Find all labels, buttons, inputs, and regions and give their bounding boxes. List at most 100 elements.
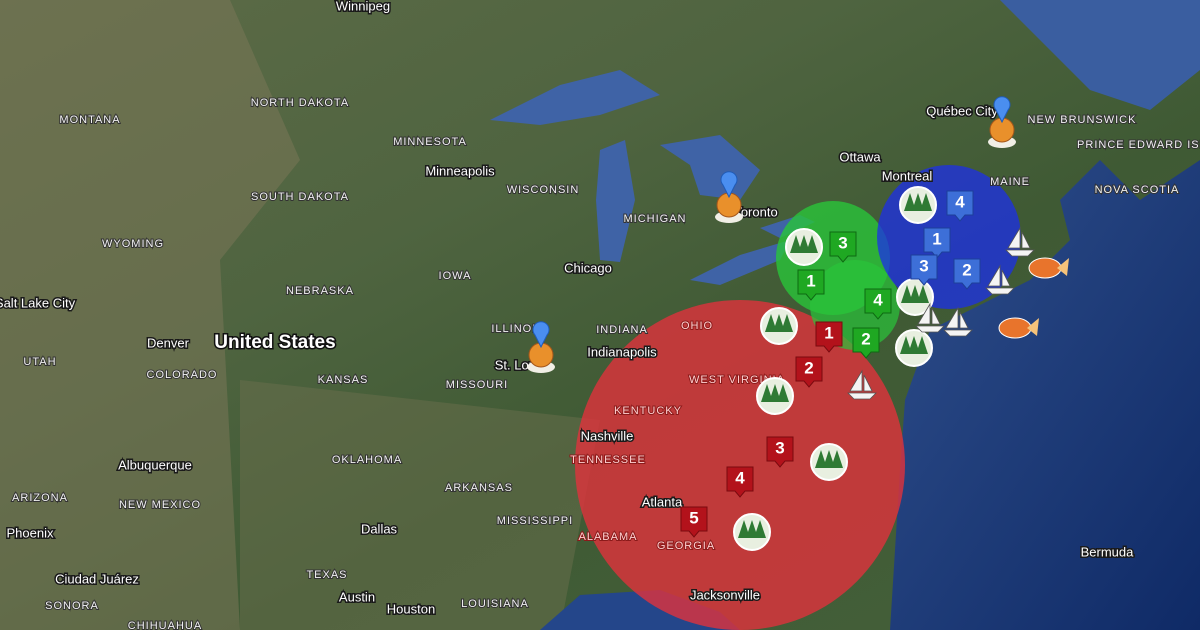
place-label: Nashville [581, 428, 634, 443]
place-label: LOUISIANA [461, 598, 529, 610]
place-label: Atlanta [642, 494, 683, 509]
place-label: NEW MEXICO [119, 499, 201, 511]
tree [815, 450, 827, 468]
tree [754, 520, 766, 538]
place-label: NEBRASKA [286, 285, 354, 297]
red-marker[interactable] [815, 321, 843, 353]
place-label: WISCONSIN [507, 184, 580, 196]
blue-marker-number: 3 [919, 256, 928, 275]
place-label: OKLAHOMA [332, 454, 402, 466]
place-label: Ciudad Juárez [55, 571, 139, 586]
lake-michigan [596, 140, 635, 262]
place-label: MAINE [990, 176, 1030, 188]
tree [908, 336, 920, 354]
tree [912, 193, 924, 211]
boat-icon[interactable] [943, 306, 973, 337]
green-marker[interactable] [797, 269, 825, 301]
green-marker-number: 2 [861, 329, 870, 348]
place-label: TENNESSEE [570, 454, 646, 466]
tree [831, 450, 843, 468]
place-label: PRINCE EDWARD ISLAND [1077, 139, 1200, 151]
tree [909, 285, 921, 303]
place-label: CHIHUAHUA [128, 620, 202, 630]
tree [917, 285, 929, 303]
blue-marker[interactable] [923, 227, 951, 259]
place-label: Phoenix [7, 525, 54, 540]
place-label: GEORGIA [657, 540, 715, 552]
place-label: Bermuda [1081, 544, 1135, 559]
place-label: KENTUCKY [614, 405, 682, 417]
place-label: Dallas [361, 521, 398, 536]
tree [823, 450, 835, 468]
green-marker[interactable] [864, 288, 892, 320]
gulf-st-lawrence [1000, 0, 1200, 110]
fish-fin [1027, 318, 1039, 336]
boat-icon[interactable] [985, 264, 1015, 295]
boat-icon[interactable] [847, 369, 877, 400]
place-label: Montreal [882, 168, 933, 183]
tree [900, 336, 912, 354]
green-marker[interactable] [852, 327, 880, 359]
place-label: NOVA SCOTIA [1095, 184, 1180, 196]
place-label: Salt Lake City [0, 295, 76, 310]
blue-marker-number: 2 [962, 260, 971, 279]
location-pin[interactable] [993, 96, 1011, 124]
place-label: MICHIGAN [624, 213, 687, 225]
tree [806, 235, 818, 253]
place-label: TEXAS [306, 569, 347, 581]
place-label: ARKANSAS [445, 482, 513, 494]
red-marker[interactable] [680, 506, 708, 538]
plains-terrain [240, 380, 600, 630]
green-marker-number: 4 [873, 290, 883, 309]
place-label: NEW BRUNSWICK [1028, 114, 1137, 126]
boat-icon[interactable] [1005, 226, 1035, 257]
red-marker[interactable] [766, 436, 794, 468]
place-label: ARIZONA [12, 492, 68, 504]
fish-icon[interactable] [998, 317, 1032, 339]
place-label: SOUTH DAKOTA [251, 191, 349, 203]
tree [746, 520, 758, 538]
place-label: KANSAS [318, 374, 369, 386]
place-label: United States [214, 332, 335, 353]
place-label: Québec City [926, 103, 998, 118]
tree [916, 336, 928, 354]
blue-marker[interactable] [910, 254, 938, 286]
tree [773, 314, 785, 332]
lake-erie [690, 240, 790, 285]
place-label: Indianapolis [587, 344, 657, 359]
blue-marker-number: 1 [932, 229, 941, 248]
tree [798, 235, 810, 253]
place-label: Toronto [734, 204, 777, 219]
place-label: Ottawa [839, 149, 881, 164]
place-label: Jacksonville [690, 587, 760, 602]
boat-icon[interactable] [915, 302, 945, 333]
red-marker[interactable] [795, 356, 823, 388]
red-marker[interactable] [726, 466, 754, 498]
fish-fin [1057, 258, 1069, 276]
tree [920, 193, 932, 211]
tree [790, 235, 802, 253]
place-label: ALABAMA [579, 531, 638, 543]
location-pin[interactable] [720, 171, 738, 199]
red-marker-number: 2 [804, 358, 813, 377]
tree [781, 314, 793, 332]
atlantic [890, 160, 1200, 630]
place-label: Houston [387, 601, 435, 616]
tree [738, 520, 750, 538]
place-label: Winnipeg [336, 0, 390, 13]
place-label: Austin [339, 589, 375, 604]
red-marker-number: 4 [735, 468, 745, 487]
place-label: NORTH DAKOTA [251, 97, 349, 109]
tree [777, 384, 789, 402]
location-pin[interactable] [532, 321, 550, 349]
blue-marker[interactable] [953, 258, 981, 290]
red-zone [575, 300, 905, 630]
fish-icon[interactable] [1028, 257, 1062, 279]
place-label: MONTANA [59, 114, 120, 126]
place-label: OHIO [681, 320, 713, 332]
place-label: MISSOURI [446, 379, 508, 391]
blue-marker[interactable] [946, 190, 974, 222]
tree [769, 384, 781, 402]
green-marker[interactable] [829, 231, 857, 263]
